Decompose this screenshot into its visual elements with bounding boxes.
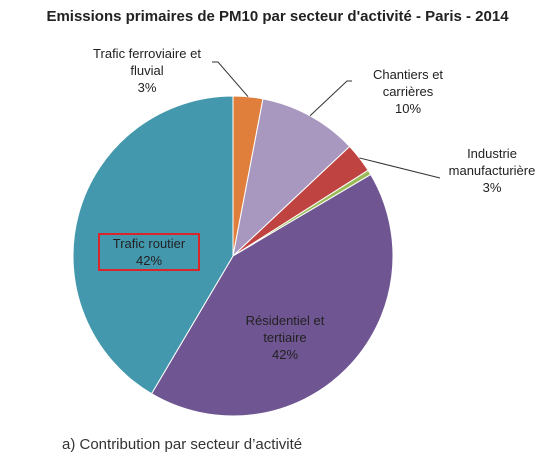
leader-line-industrie bbox=[359, 157, 441, 179]
pie-slice-residentiel bbox=[150, 173, 394, 417]
label-chantiers: Chantiers et carrières 10% bbox=[372, 67, 444, 116]
label-ferroviaire: Trafic ferroviaire et fluvial 3% bbox=[93, 46, 201, 95]
chart-title: Emissions primaires de PM10 par secteur … bbox=[46, 8, 509, 25]
leader-line-ferroviaire bbox=[212, 61, 249, 98]
label-trafic-routier: Trafic routier 42% bbox=[98, 233, 200, 271]
label-industrie: Industrie manufacturière 3% bbox=[448, 146, 536, 195]
leader-line-chantiers bbox=[309, 80, 352, 117]
figure-caption: a) Contribution par secteur d’activité bbox=[62, 436, 303, 453]
pie-slice-routier bbox=[72, 95, 234, 395]
label-residentiel: Résidentiel et tertiaire 42% bbox=[245, 313, 325, 362]
